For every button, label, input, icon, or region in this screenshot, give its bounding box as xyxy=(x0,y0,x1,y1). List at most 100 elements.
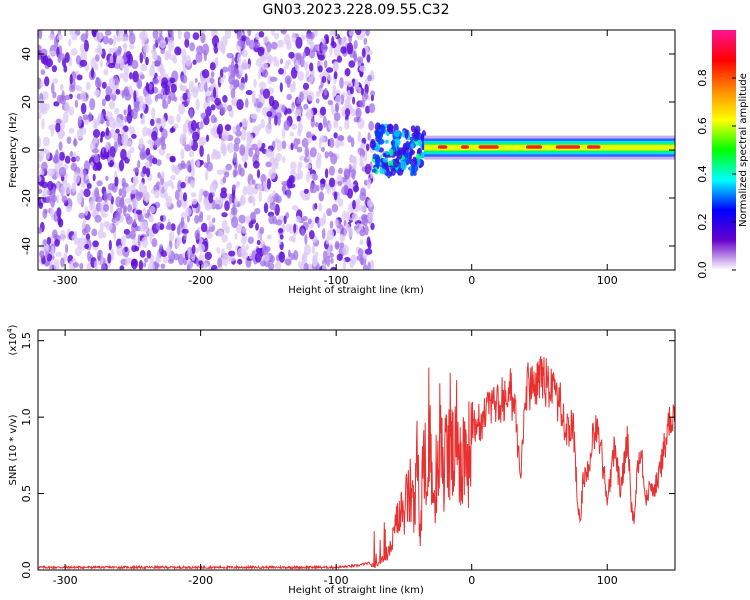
spectrogram-cell xyxy=(305,163,312,169)
spectrogram-cell xyxy=(314,202,318,210)
spectrogram-cell xyxy=(265,246,271,253)
spectrogram-cell xyxy=(327,75,333,81)
spectrogram-cell xyxy=(322,250,328,261)
spectrogram-cell xyxy=(91,209,97,218)
spectrogram-cell xyxy=(299,155,306,161)
spectrogram-cell xyxy=(417,138,423,147)
spectrogram-cell xyxy=(108,62,116,69)
spectrogram-cell xyxy=(96,180,103,187)
spectrogram-cell xyxy=(344,119,350,130)
spectrogram-cell xyxy=(303,188,309,194)
snr-panel: -300 -200 -100 0 100 0.0 0.5 1.0 1.5 Height of … xyxy=(6,324,676,596)
spectrogram-cell xyxy=(203,49,207,62)
spectrogram-cell xyxy=(391,139,396,147)
spectrogram-cell xyxy=(262,62,268,70)
spectrogram-cell xyxy=(285,60,290,70)
spectrogram-cell xyxy=(189,42,196,52)
spectrogram-cell xyxy=(70,48,78,56)
spectrogram-cell xyxy=(351,168,356,180)
snr-y-label: SNR (10 * v/v) xyxy=(8,414,19,485)
spectrogram-cell xyxy=(324,168,329,179)
spectrogram-cell xyxy=(222,95,228,103)
spectrogram-cell xyxy=(231,97,238,107)
spectrogram-cell xyxy=(241,49,248,58)
spectrogram-cell xyxy=(216,126,221,135)
spectrogram-cell xyxy=(131,198,138,208)
spectrogram-cell xyxy=(141,114,146,123)
spectrogram-cell xyxy=(278,251,286,263)
spectrogram-cell xyxy=(294,52,302,60)
spectrogram-cell xyxy=(413,129,420,140)
colorbar: 0.0 0.2 0.4 0.6 0.8 Normalized spectral ampl… xyxy=(696,30,749,279)
spectrogram-cell xyxy=(206,232,213,240)
spectrogram-cell xyxy=(108,239,112,251)
spectrogram-cell xyxy=(290,161,297,172)
spectrogram-cell xyxy=(117,135,121,148)
spectrogram-cell xyxy=(129,230,136,240)
spectrogram-cell xyxy=(220,248,226,256)
spectrogram-cell xyxy=(361,30,366,38)
spectrogram-cell xyxy=(314,121,319,128)
spectrogram-cell xyxy=(145,56,149,66)
spectrogram-cell xyxy=(367,261,371,270)
spectrogram-cell xyxy=(281,180,289,186)
spectrogram-cell xyxy=(105,86,113,97)
spectrogram-cell xyxy=(235,130,242,137)
spectrogram-cell xyxy=(257,139,262,149)
spectrogram-cell xyxy=(57,53,62,63)
snr-x-tick-label: -100 xyxy=(324,574,349,587)
spectrogram-cell xyxy=(286,178,293,189)
spectrogram-cell xyxy=(215,203,220,210)
spectrogram-cell xyxy=(346,42,354,55)
spectrogram-cell xyxy=(192,59,197,65)
spectrogram-cell xyxy=(316,184,320,192)
spectrogram-cell xyxy=(120,148,127,161)
spectrogram-cell xyxy=(116,245,124,257)
spectrogram-cell xyxy=(76,74,83,81)
spectrogram-cell xyxy=(326,255,331,267)
spectrogram-cell xyxy=(38,111,42,120)
spectrogram-cell xyxy=(40,69,46,75)
spectrogram-cell xyxy=(355,30,362,36)
spectrogram-cell xyxy=(210,71,215,78)
spectrogram-cell xyxy=(80,102,87,115)
spectrogram-cell xyxy=(56,194,60,204)
spectrogram-cell xyxy=(156,250,160,263)
spectrogram-cell xyxy=(374,156,380,167)
spectrogram-cell xyxy=(359,155,364,165)
spectrogram-cell xyxy=(257,124,262,131)
spectrogram-cell xyxy=(255,222,259,231)
spectrogram-cell xyxy=(308,230,315,240)
spectrogram-cell xyxy=(83,168,87,178)
spectrogram-cell xyxy=(96,31,102,43)
spectrogram-cell xyxy=(60,257,65,268)
spectrogram-cell xyxy=(271,30,275,36)
spectrogram-cell xyxy=(202,43,210,56)
spectrogram-cell xyxy=(46,237,52,245)
spectrogram-cell xyxy=(319,106,327,116)
spectrogram-cell xyxy=(91,228,98,237)
spectrogram-cell xyxy=(302,82,310,90)
spectrogram-cell xyxy=(261,54,265,62)
spectrogram-cell xyxy=(304,233,308,245)
spectrogram-cell xyxy=(366,143,370,151)
spectrogram-cell xyxy=(59,83,64,91)
spectrogram-cell xyxy=(194,229,201,240)
spectrogram-cell xyxy=(234,137,241,145)
spectrogram-cell xyxy=(64,155,71,164)
spectrogram-cell xyxy=(328,122,332,130)
spectrogram-cell xyxy=(303,244,311,256)
spectrogram-cell xyxy=(302,51,307,58)
spectrogram-cell xyxy=(382,157,389,163)
spectrogram-cell xyxy=(281,140,287,150)
spectrogram-cell xyxy=(344,68,351,77)
spectrogram-cell xyxy=(203,102,208,110)
spectrogram-cell xyxy=(113,121,117,129)
spectrogram-cell xyxy=(137,160,141,169)
spectrogram-cell xyxy=(413,171,417,177)
spectrogram-cell xyxy=(296,146,303,153)
spectrogram-cell xyxy=(289,83,296,93)
spectrogram-cell xyxy=(325,37,329,44)
spectrogram-cell xyxy=(71,181,77,193)
spectrogram-cell xyxy=(168,231,175,242)
